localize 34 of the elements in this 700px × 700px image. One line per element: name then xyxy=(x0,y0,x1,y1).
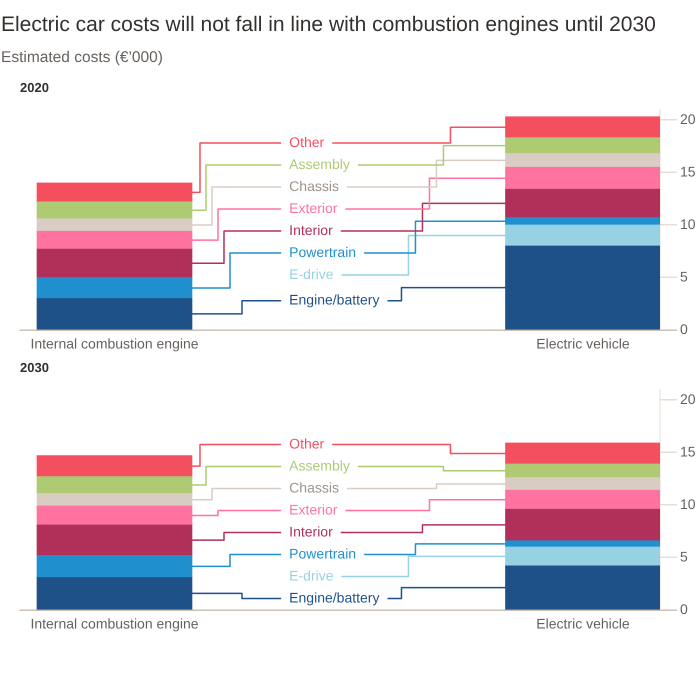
text: Engine/battery xyxy=(289,589,380,606)
y-tick-label: 10 xyxy=(680,496,696,512)
text: Assembly xyxy=(289,156,350,172)
y-tick-label: 0 xyxy=(680,600,688,617)
text: Assembly xyxy=(289,457,350,474)
x-tick-label: Electric vehicle xyxy=(536,615,630,632)
y-tick-label: 20 xyxy=(680,390,696,407)
y-tick-label: 5 xyxy=(680,268,688,284)
text: E-drive xyxy=(289,567,334,584)
y-tick-label: 15 xyxy=(680,443,696,460)
text: Powertrain xyxy=(289,545,356,562)
text: Interior xyxy=(289,222,334,238)
chart-title: Electric car costs will not fall in line with combustion engines until 2030 xyxy=(1,13,656,36)
x-tick-label: Electric vehicle xyxy=(536,335,630,352)
text: Chassis xyxy=(289,479,339,496)
y-tick-label: 5 xyxy=(680,548,688,564)
chart-subtitle: 2030 xyxy=(20,360,49,375)
y-tick-label: 20 xyxy=(680,110,696,127)
y-tick-label: 10 xyxy=(680,216,696,232)
x-tick-label: Internal combustion engine xyxy=(30,335,199,352)
text: Other xyxy=(289,134,325,150)
y-tick-label: 0 xyxy=(680,320,688,337)
y-axis-title: Estimated costs (€’000) xyxy=(1,49,163,66)
text: Chassis xyxy=(289,178,339,194)
text: Exterior xyxy=(289,501,338,518)
text: Other xyxy=(289,435,325,452)
text: Exterior xyxy=(289,200,338,216)
y-tick-label: 15 xyxy=(680,163,696,180)
text: Powertrain xyxy=(289,244,356,260)
text: E-drive xyxy=(289,266,334,282)
x-tick-label: Internal combustion engine xyxy=(30,615,199,632)
text: Engine/battery xyxy=(289,292,380,308)
chart-subtitle: 2020 xyxy=(20,80,49,95)
text: Interior xyxy=(289,523,334,540)
